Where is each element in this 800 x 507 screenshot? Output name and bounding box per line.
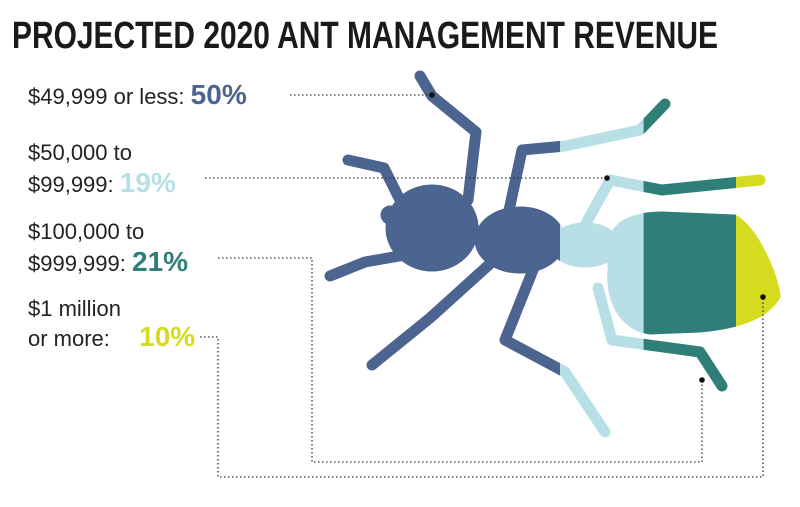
category-label: $100,000 to $999,999:: [28, 219, 145, 276]
segment: [0, 60, 561, 460]
category-label: $49,999 or less:: [28, 84, 185, 109]
category-label: $50,000 to $99,999:: [28, 140, 132, 197]
leader-lines: [200, 92, 766, 478]
leader-dot: [699, 377, 705, 383]
leader-line: [200, 297, 764, 478]
legend-entry: $49,999 or less: 50%: [28, 80, 247, 112]
legend-entry: $1 million or more: 10%: [28, 294, 195, 354]
leader-dot: [760, 294, 766, 300]
value-label: 19%: [119, 167, 176, 198]
value-label: 21%: [132, 246, 189, 277]
chart-title: PROJECTED 2020 ANT MANAGEMENT REVENUE: [12, 15, 718, 57]
legend-entry: $50,000 to $99,999: 19%: [28, 138, 213, 200]
segment: [736, 60, 800, 460]
legend-entry: $100,000 to $999,999: 21%: [28, 217, 218, 279]
leader-dot: [429, 92, 435, 98]
segment: [560, 60, 645, 460]
leader-dot: [604, 175, 610, 181]
value-label: 50%: [190, 79, 247, 110]
value-label: 10%: [139, 321, 196, 352]
ant: [0, 60, 800, 460]
category-label: $1 million or more:: [28, 296, 121, 351]
segment: [643, 60, 737, 460]
